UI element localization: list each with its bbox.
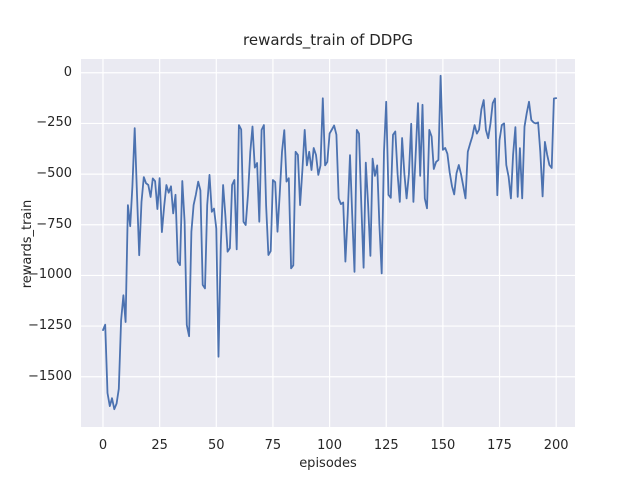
x-tick-label: 0 [98, 438, 108, 453]
axes-background [81, 59, 575, 427]
chart-title: rewards_train of DDPG [243, 31, 413, 49]
x-tick-label: 175 [487, 438, 512, 453]
x-tick-label: 100 [317, 438, 342, 453]
x-tick-label: 125 [373, 438, 399, 453]
y-tick-label: −1000 [28, 267, 72, 283]
reward-line [102, 74, 558, 411]
x-tick-label: 200 [543, 438, 569, 453]
x-axis-label: episodes [299, 456, 357, 471]
y-tick-label: −750 [36, 216, 72, 232]
y-tick-label: −1250 [28, 318, 72, 334]
x-tick-label: 150 [430, 438, 456, 453]
y-tick-label: −1500 [28, 368, 72, 384]
y-tick-label: −500 [36, 166, 72, 182]
y-tick-label: 0 [63, 64, 72, 80]
x-tick-label: 50 [208, 438, 225, 453]
x-tick-label: 75 [264, 438, 282, 453]
y-tick-label: −250 [36, 115, 72, 131]
x-tick-label: 25 [151, 438, 168, 453]
